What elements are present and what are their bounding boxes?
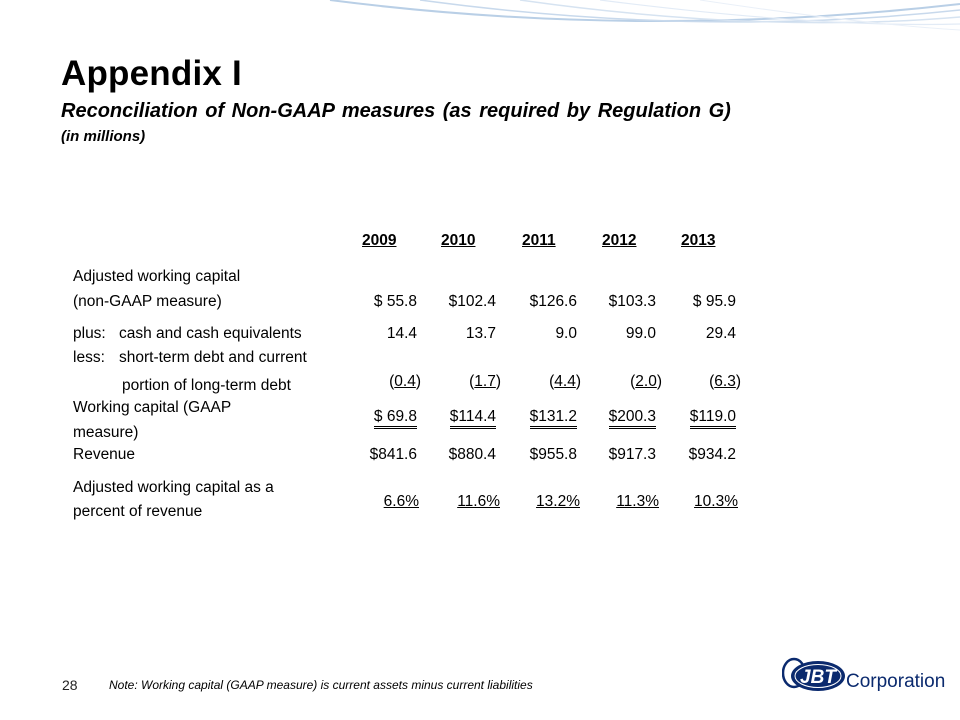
table-cell: (2.0) [630,373,662,390]
table-cell: 10.3% [694,493,738,510]
table-cell: (6.3) [709,373,741,390]
table-cell-value: $200.3 [608,408,656,429]
table-cell: $103.3 [608,293,656,310]
row-prefix: less: [73,349,105,366]
year-header: 2013 [681,232,716,249]
row-label: measure) [73,424,139,441]
table-cell-value: 4.4 [554,373,576,390]
table-cell-value: $119.0 [689,408,736,429]
table-cell: 13.2% [536,493,580,510]
units-note: (in millions) [61,128,146,145]
year-header: 2010 [441,232,476,249]
table-cell: 9.0 [555,325,577,342]
table-cell-value: $114.4 [449,408,496,429]
row-label: Adjusted working capital [73,268,241,285]
row-label: (non-GAAP measure) [73,293,222,310]
row-label: Revenue [73,446,136,463]
table-cell-value: 2.0 [635,373,657,390]
table-cell-value: $131.2 [529,408,577,429]
table-cell: $955.8 [529,446,577,463]
table-cell: $131.2 [529,408,577,429]
table-cell: $880.4 [448,446,496,463]
page-number: 28 [62,677,78,693]
table-cell: (4.4) [549,373,581,390]
table-cell: $114.4 [449,408,496,429]
table-cell: $917.3 [608,446,656,463]
table-cell-value: 1.7 [474,373,496,390]
table-cell: $ 95.9 [692,293,736,310]
table-cell: 13.7 [465,325,496,342]
table-cell: 99.0 [625,325,656,342]
table-cell: $119.0 [689,408,736,429]
table-cell: $ 69.8 [373,408,417,429]
logo-mark-text: JBT [800,667,837,688]
table-cell: 11.3% [616,493,659,510]
row-label: Adjusted working capital as a [73,479,274,496]
footnote: Note: Working capital (GAAP measure) is … [109,678,533,692]
table-cell: $ 55.8 [373,293,417,310]
year-header: 2009 [362,232,397,249]
table-cell-value: 0.4 [394,373,416,390]
row-label: portion of long-term debt [122,377,291,394]
logo-text: Corporation [846,671,946,692]
table-cell: $102.4 [448,293,496,310]
table-cell-value: 6.3 [714,373,736,390]
table-cell: 29.4 [705,325,736,342]
table-cell: (1.7) [469,373,501,390]
table-cell: 14.4 [386,325,417,342]
table-cell: (0.4) [389,373,421,390]
table-cell: 11.6% [457,493,500,510]
table-cell: $841.6 [369,446,417,463]
row-label: percent of revenue [73,503,203,520]
year-header: 2012 [602,232,637,249]
row-prefix: plus: [73,325,106,342]
table-cell: $126.6 [529,293,577,310]
page-subtitle: Reconciliation of Non-GAAP measures (as … [61,100,731,122]
jbt-logo-icon: JBT [782,657,845,691]
row-label: Working capital (GAAP [73,399,232,416]
row-label: cash and cash equivalents [119,325,302,342]
decorative-swoosh [329,0,960,31]
table-cell: $200.3 [608,408,656,429]
table-cell-value: $ 69.8 [373,408,417,429]
row-label: short-term debt and current [119,349,307,366]
year-header: 2011 [522,232,556,249]
page-title: Appendix I [61,54,242,93]
table-cell: 6.6% [383,493,419,510]
table-cell: $934.2 [688,446,736,463]
